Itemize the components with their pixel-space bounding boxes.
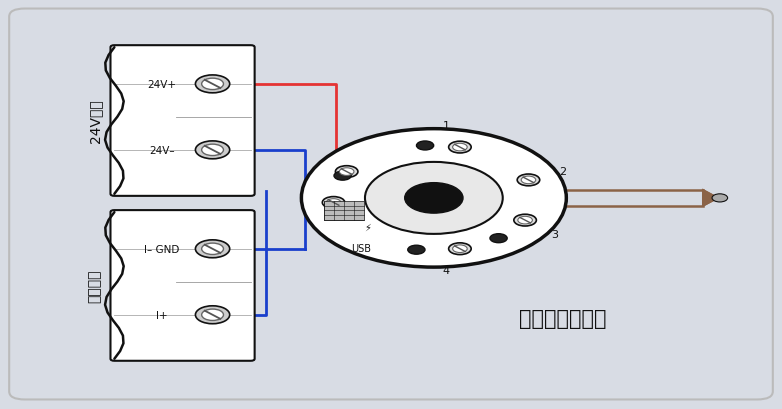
Circle shape [521,177,536,184]
Circle shape [202,243,224,255]
Polygon shape [703,190,719,207]
Text: 1: 1 [443,121,450,131]
Circle shape [301,129,566,267]
FancyBboxPatch shape [110,211,255,361]
Circle shape [196,142,230,160]
Circle shape [322,197,345,209]
Text: 4: 4 [443,266,450,276]
Text: 测量仪表: 测量仪表 [88,269,102,302]
FancyBboxPatch shape [110,46,255,196]
Text: 各种分度热电偶: 各种分度热电偶 [518,308,606,328]
Circle shape [334,172,351,181]
Text: 2: 2 [559,166,566,176]
Circle shape [202,79,224,90]
Circle shape [196,306,230,324]
Circle shape [339,169,354,176]
Circle shape [196,76,230,94]
Circle shape [453,144,467,151]
Circle shape [490,234,508,243]
Text: 3: 3 [551,230,558,240]
Text: 24V–: 24V– [149,146,175,155]
Text: I+: I+ [156,310,168,320]
Circle shape [712,194,727,202]
Circle shape [405,183,463,213]
Text: I– GND: I– GND [145,244,180,254]
Circle shape [202,309,224,321]
Text: ⊣⊢: ⊣⊢ [439,189,454,198]
Circle shape [449,243,472,255]
Text: 24V电源: 24V电源 [88,99,102,143]
Bar [324,201,364,220]
Circle shape [407,246,425,254]
Circle shape [196,240,230,258]
Text: 24V+: 24V+ [148,80,177,90]
Text: ⚡: ⚡ [364,222,371,232]
Circle shape [453,245,467,253]
Circle shape [517,175,540,187]
Circle shape [335,166,358,178]
Circle shape [417,142,434,151]
Circle shape [518,217,533,225]
Circle shape [514,215,536,227]
Circle shape [365,162,503,234]
Circle shape [326,199,341,207]
Circle shape [449,142,472,154]
Circle shape [202,145,224,156]
Text: USB: USB [351,243,371,253]
